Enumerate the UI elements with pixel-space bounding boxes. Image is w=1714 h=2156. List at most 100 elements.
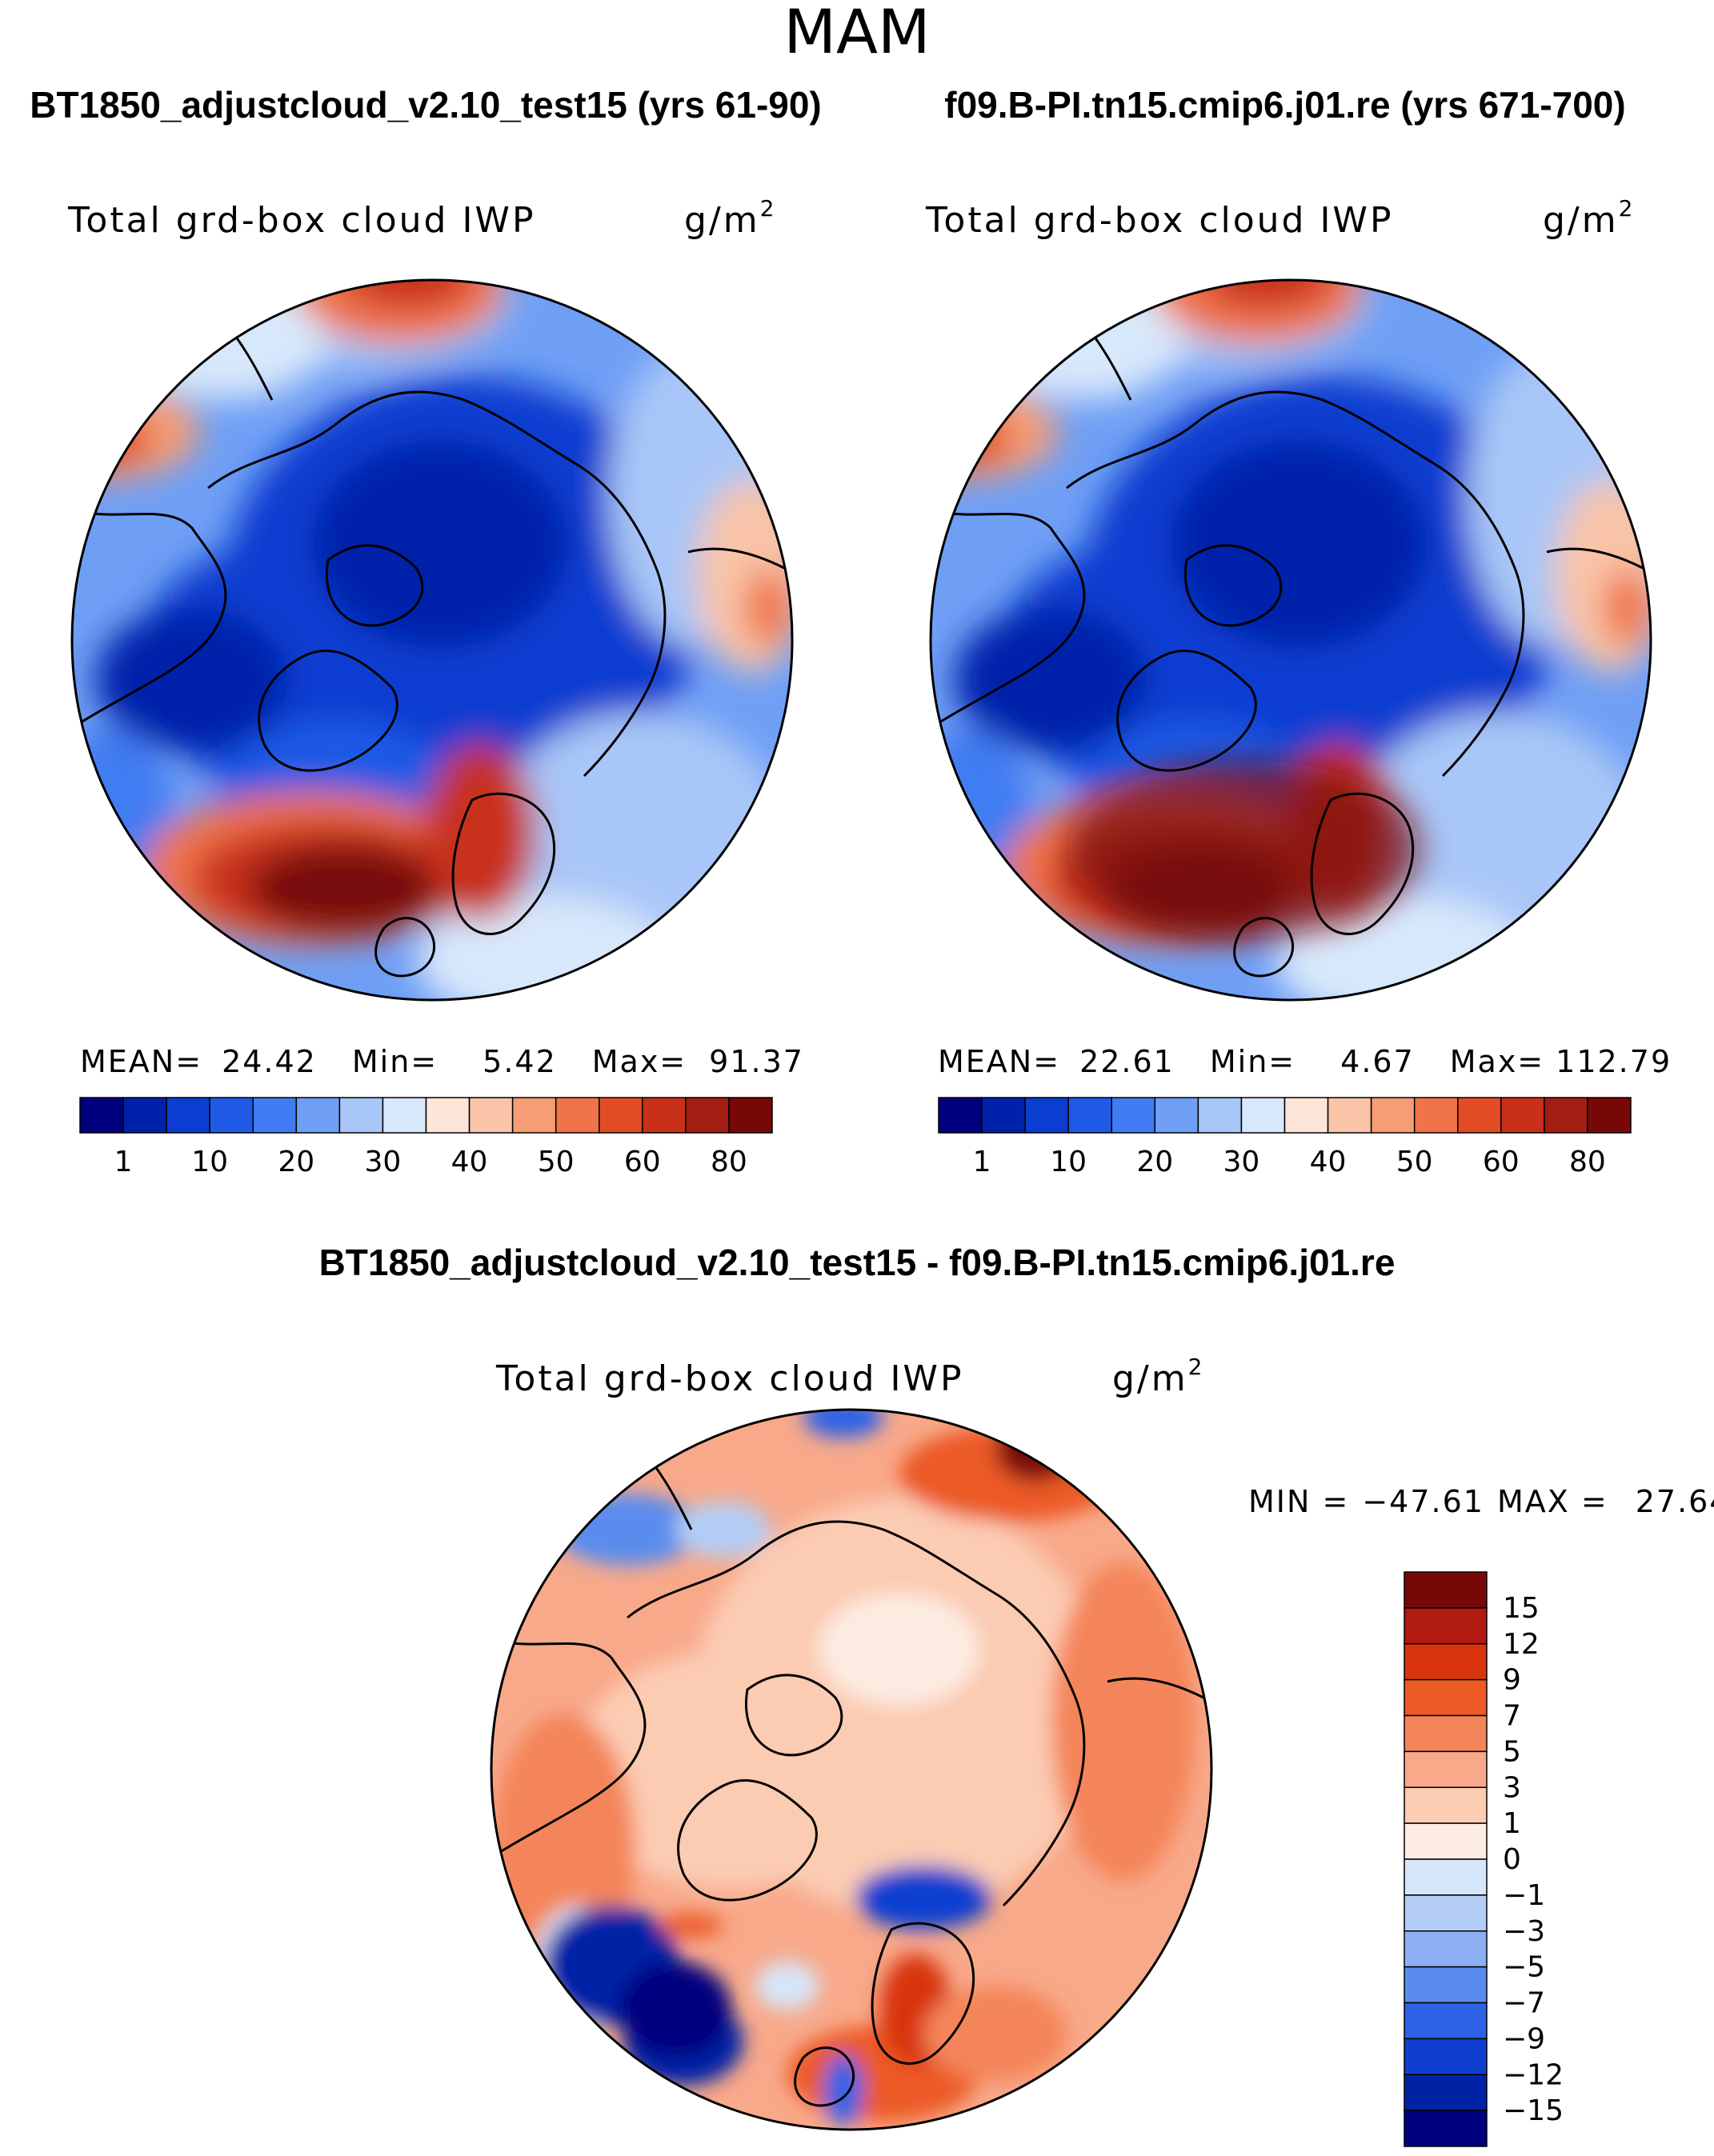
units-exponent: 2: [1619, 195, 1636, 222]
map-boundary: [929, 278, 1652, 1002]
case-title: BT1850_adjustcloud_v2.10_test15 (yrs 61-…: [30, 84, 822, 126]
colorbar-swatch: [1404, 1822, 1488, 1860]
colorbar-tick-label: 20: [278, 1146, 314, 1178]
colorbar-swatch: [642, 1097, 687, 1134]
units-label: g/m2: [684, 195, 776, 241]
colorbar-swatch: [122, 1097, 167, 1134]
colorbar-swatch: [1404, 1894, 1488, 1932]
colorbar-swatch: [468, 1097, 514, 1134]
colorbar-swatch: [252, 1097, 298, 1134]
colorbar-tick-label: 1: [114, 1146, 133, 1178]
colorbar-tick-label: −12: [1503, 2058, 1564, 2091]
colorbar-swatch: [685, 1097, 730, 1134]
colorbar-swatch: [1404, 1714, 1488, 1753]
colorbar-swatch: [1404, 2002, 1488, 2040]
season-title: MAM: [783, 0, 930, 67]
coastlines: [491, 1432, 1204, 2107]
colorbar-tick-label: 20: [1136, 1146, 1173, 1178]
stats-line: MEAN= 22.61 Min= 4.67 Max= 112.79: [938, 1044, 1672, 1079]
colorbar-swatch: [1404, 1607, 1488, 1645]
panel-model-case: BT1850_adjustcloud_v2.10_test15 (yrs 61-…: [30, 84, 822, 1178]
colorbar-tick-label: 12: [1503, 1628, 1540, 1661]
min-value: −47.61: [1362, 1484, 1484, 1519]
colorbar-swatch: [1197, 1097, 1243, 1134]
colorbar-tick-label: 3: [1503, 1771, 1521, 1804]
max-value: 112.79: [1556, 1044, 1672, 1079]
colorbar-swatch: [1404, 1571, 1488, 1609]
max-value: 91.37: [709, 1044, 804, 1079]
min-value: 5.42: [483, 1044, 557, 1079]
min-value: 4.67: [1340, 1044, 1415, 1079]
minmax-line: MIN = −47.61 MAX = 27.64: [1248, 1484, 1714, 1519]
colorbar-tick-label: 60: [624, 1146, 661, 1178]
colorbar-tick-label: −5: [1503, 1951, 1545, 1984]
colorbar-tick-label: −15: [1503, 2094, 1564, 2127]
colorbar-swatch: [1404, 1750, 1488, 1788]
units-exponent: 2: [1188, 1354, 1205, 1380]
stats-line: MEAN= 24.42 Min= 5.42 Max= 91.37: [80, 1044, 804, 1079]
colorbar-swatch: [938, 1097, 983, 1134]
colorbar-swatch: [1404, 1858, 1488, 1896]
colorbar-swatch: [209, 1097, 254, 1134]
colorbar-tick-label: 30: [365, 1146, 402, 1178]
colorbar-swatch: [1457, 1097, 1502, 1134]
colorbar-swatch: [1404, 1966, 1488, 2004]
colorbar-swatch: [1404, 1643, 1488, 1681]
panel-difference: BT1850_adjustcloud_v2.10_test15 - f09.B-…: [319, 1242, 1714, 2147]
units-label: g/m2: [1112, 1354, 1204, 1399]
colorbar-swatch: [1544, 1097, 1588, 1134]
colorbar-swatch: [1327, 1097, 1372, 1134]
colorbar-swatch: [425, 1097, 471, 1134]
max-label: MAX =: [1497, 1484, 1608, 1519]
min-label: MIN =: [1248, 1484, 1349, 1519]
coastlines: [72, 302, 785, 978]
mean-label: MEAN=: [938, 1044, 1060, 1079]
colorbar-swatch: [338, 1097, 384, 1134]
colorbar-tick-label: −9: [1503, 2022, 1545, 2055]
colorbar-swatch: [1240, 1097, 1286, 1134]
units-base: g/m: [1543, 200, 1619, 241]
case-title: BT1850_adjustcloud_v2.10_test15 - f09.B-…: [319, 1242, 1396, 1283]
min-label: Min=: [1210, 1044, 1296, 1079]
coastlines: [931, 302, 1644, 978]
colorbar-swatch: [295, 1097, 341, 1134]
colorbar-tick-label: 1: [1503, 1807, 1521, 1840]
colorbar-swatch: [1404, 1786, 1488, 1824]
max-label: Max=: [592, 1044, 687, 1079]
colorbar-tick-label: 40: [451, 1146, 488, 1178]
min-label: Min=: [352, 1044, 438, 1079]
max-label: Max=: [1450, 1044, 1544, 1079]
colorbar-swatch: [1404, 1678, 1488, 1717]
colorbar-tick-label: 9: [1503, 1664, 1521, 1697]
max-value: 27.64: [1636, 1484, 1714, 1519]
variable-name: Total grd-box cloud IWP: [495, 1358, 963, 1399]
colorbar-swatch: [1111, 1097, 1156, 1134]
units-base: g/m: [1112, 1358, 1188, 1399]
colorbar-tick-label: 10: [1050, 1146, 1087, 1178]
map-boundary: [70, 278, 794, 1002]
colorbar: 1 10 20 30 40 50 60 80: [79, 1097, 773, 1178]
colorbar-swatch: [1404, 2110, 1488, 2147]
colorbar-tick-label: −7: [1503, 1987, 1545, 2020]
colorbar-swatch: [1404, 2074, 1488, 2111]
mean-value: 22.61: [1079, 1044, 1175, 1079]
colorbar: 1 10 20 30 40 50 60 80: [938, 1097, 1632, 1178]
colorbar-tick-label: 5: [1503, 1735, 1521, 1768]
polar-map: [72, 224, 808, 1024]
panel-control-case: f09.B-PI.tn15.cmip6.j01.re (yrs 671-700)…: [925, 84, 1672, 1178]
colorbar-swatch: [981, 1097, 1026, 1134]
mean-label: MEAN=: [80, 1044, 202, 1079]
colorbar-swatch: [1404, 2038, 1488, 2075]
colorbar-swatch: [1067, 1097, 1112, 1134]
colorbar-swatch: [555, 1097, 600, 1134]
colorbar-swatch: [1404, 1930, 1488, 1968]
colorbar-tick-label: −1: [1503, 1879, 1545, 1912]
case-title: f09.B-PI.tn15.cmip6.j01.re (yrs 671-700): [944, 84, 1625, 126]
variable-name: Total grd-box cloud IWP: [67, 200, 535, 241]
colorbar-tick-label: 60: [1483, 1146, 1520, 1178]
polar-map: [931, 224, 1667, 1024]
colorbar-tick-label: 80: [1569, 1146, 1606, 1178]
colorbar-swatch: [1587, 1097, 1632, 1134]
